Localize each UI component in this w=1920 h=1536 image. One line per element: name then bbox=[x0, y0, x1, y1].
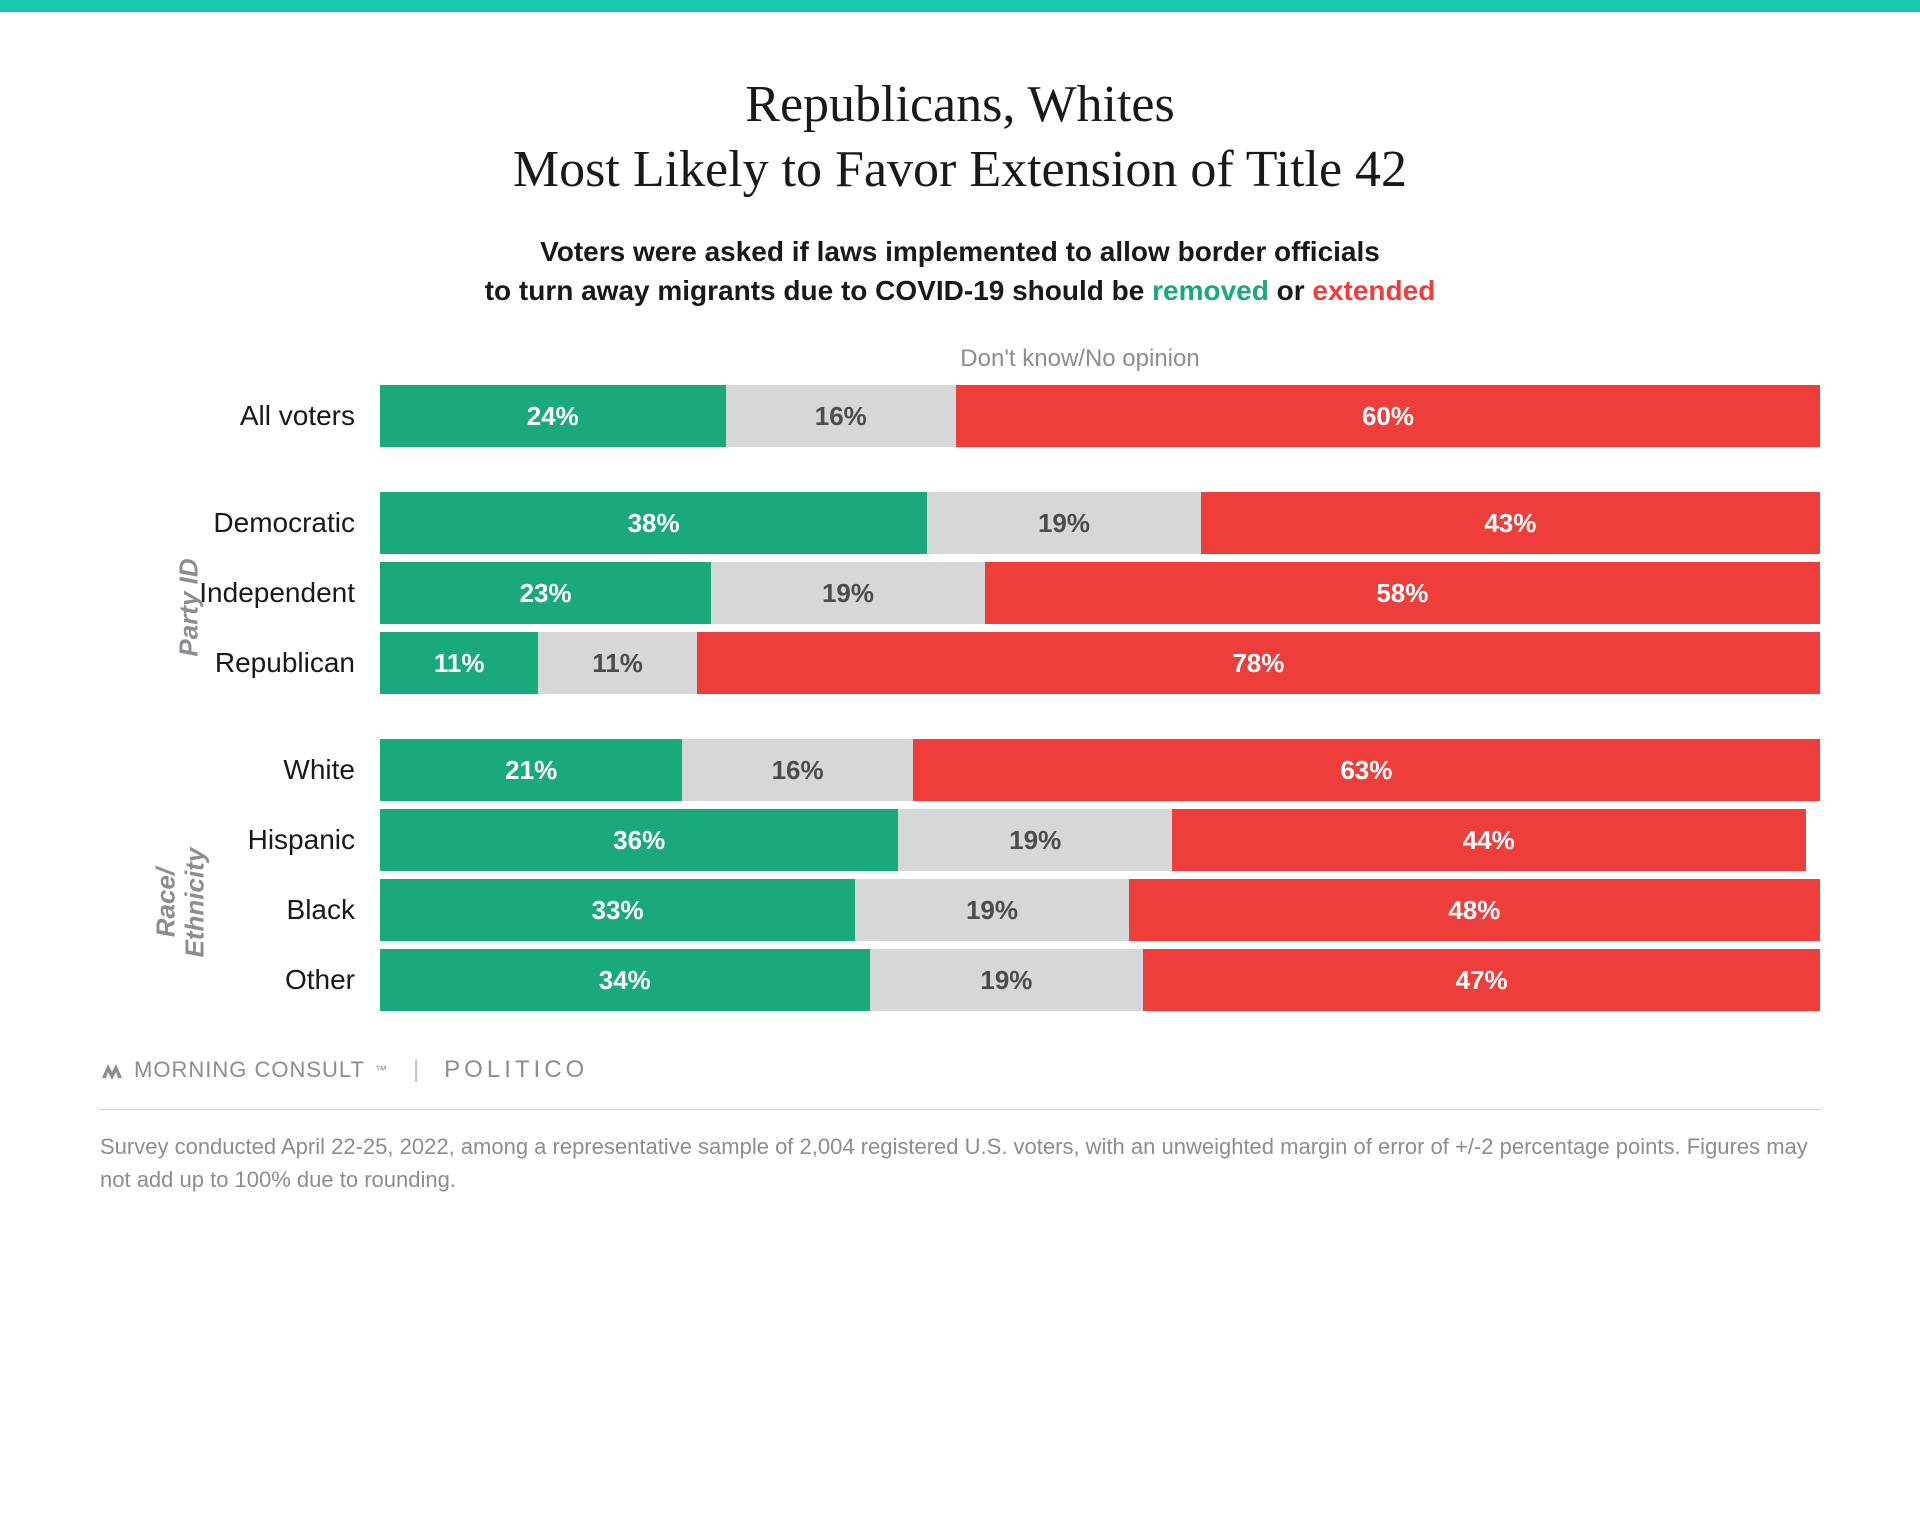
bar-segment-dk: 16% bbox=[682, 739, 912, 801]
bar-segment-extended: 48% bbox=[1129, 879, 1820, 941]
bar-segment-dk: 19% bbox=[870, 949, 1144, 1011]
row-label: White bbox=[160, 754, 380, 786]
morning-consult-brand: MORNING CONSULT ™ bbox=[100, 1057, 388, 1083]
chart-area: All voters24%16%60%Party IDDemocratic38%… bbox=[100, 385, 1820, 1011]
bar-segment-extended: 47% bbox=[1143, 949, 1820, 1011]
row-label: All voters bbox=[160, 400, 380, 432]
row-group: All voters24%16%60% bbox=[160, 385, 1820, 447]
bar-row: Other34%19%47% bbox=[160, 949, 1820, 1011]
bar-segment-extended: 58% bbox=[985, 562, 1820, 624]
bar-row: Independent23%19%58% bbox=[160, 562, 1820, 624]
bar-segment-removed: 23% bbox=[380, 562, 711, 624]
bar-segment-extended: 60% bbox=[956, 385, 1820, 447]
bar-segment-removed: 21% bbox=[380, 739, 682, 801]
title-line-1: Republicans, Whites bbox=[745, 76, 1174, 133]
subtitle-or: or bbox=[1269, 275, 1313, 306]
bar-segment-dk: 19% bbox=[898, 809, 1172, 871]
bar-segment-dk: 19% bbox=[711, 562, 985, 624]
bar-wrap: 34%19%47% bbox=[380, 949, 1820, 1011]
extended-highlight: extended bbox=[1312, 275, 1435, 306]
bar-row: Hispanic36%19%44% bbox=[160, 809, 1820, 871]
row-label: Democratic bbox=[160, 507, 380, 539]
bar-segment-extended: 63% bbox=[913, 739, 1820, 801]
politico-brand: POLITICO bbox=[444, 1056, 588, 1084]
bar-segment-dk: 16% bbox=[726, 385, 956, 447]
bar-segment-dk: 19% bbox=[855, 879, 1129, 941]
group-label: Race/Ethnicity bbox=[151, 848, 208, 958]
bar-segment-removed: 36% bbox=[380, 809, 898, 871]
bar-wrap: 11%11%78% bbox=[380, 632, 1820, 694]
bar-segment-removed: 24% bbox=[380, 385, 726, 447]
accent-line bbox=[0, 0, 1920, 12]
bar-row: White21%16%63% bbox=[160, 739, 1820, 801]
source-row: MORNING CONSULT ™ | POLITICO bbox=[100, 1056, 1820, 1110]
morning-consult-text: MORNING CONSULT bbox=[134, 1057, 365, 1083]
morning-consult-logo-icon bbox=[100, 1058, 124, 1082]
row-group: Party IDDemocratic38%19%43%Independent23… bbox=[160, 492, 1820, 694]
title-line-2: Most Likely to Favor Extension of Title … bbox=[513, 141, 1407, 198]
chart-container: Republicans, Whites Most Likely to Favor… bbox=[0, 12, 1920, 1226]
bar-segment-dk: 11% bbox=[538, 632, 696, 694]
bar-segment-extended: 78% bbox=[697, 632, 1820, 694]
bar-wrap: 21%16%63% bbox=[380, 739, 1820, 801]
bar-wrap: 33%19%48% bbox=[380, 879, 1820, 941]
bar-row: Black33%19%48% bbox=[160, 879, 1820, 941]
bar-segment-extended: 44% bbox=[1172, 809, 1806, 871]
bar-wrap: 23%19%58% bbox=[380, 562, 1820, 624]
subtitle-line-2a: to turn away migrants due to COVID-19 sh… bbox=[485, 275, 1152, 306]
bar-row: All voters24%16%60% bbox=[160, 385, 1820, 447]
bar-wrap: 36%19%44% bbox=[380, 809, 1820, 871]
bar-segment-removed: 11% bbox=[380, 632, 538, 694]
brand-divider: | bbox=[413, 1056, 419, 1084]
chart-subtitle: Voters were asked if laws implemented to… bbox=[100, 232, 1820, 310]
footnote: Survey conducted April 22-25, 2022, amon… bbox=[100, 1130, 1820, 1196]
removed-highlight: removed bbox=[1152, 275, 1269, 306]
subtitle-line-1: Voters were asked if laws implemented to… bbox=[540, 236, 1380, 267]
group-label: Party ID bbox=[174, 559, 205, 657]
bar-segment-removed: 34% bbox=[380, 949, 870, 1011]
bar-row: Democratic38%19%43% bbox=[160, 492, 1820, 554]
legend-dont-know: Don't know/No opinion bbox=[100, 345, 1820, 373]
row-label: Other bbox=[160, 964, 380, 996]
bar-segment-dk: 19% bbox=[927, 492, 1201, 554]
bar-wrap: 24%16%60% bbox=[380, 385, 1820, 447]
bar-wrap: 38%19%43% bbox=[380, 492, 1820, 554]
trademark-symbol: ™ bbox=[375, 1063, 388, 1077]
row-group: Race/EthnicityWhite21%16%63%Hispanic36%1… bbox=[160, 739, 1820, 1011]
bar-segment-removed: 33% bbox=[380, 879, 855, 941]
bar-segment-extended: 43% bbox=[1201, 492, 1820, 554]
chart-title: Republicans, Whites Most Likely to Favor… bbox=[100, 72, 1820, 202]
bar-segment-removed: 38% bbox=[380, 492, 927, 554]
bar-row: Republican11%11%78% bbox=[160, 632, 1820, 694]
